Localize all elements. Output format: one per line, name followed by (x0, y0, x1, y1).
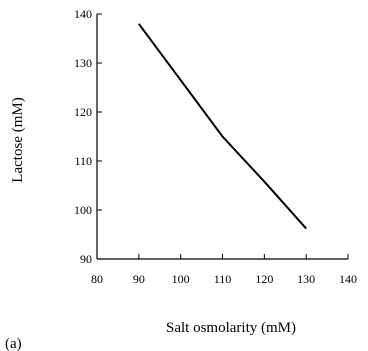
x-ticks: 80 90 100 110 120 130 140 (91, 254, 357, 286)
y-tick-label: 130 (74, 56, 92, 70)
y-ticks: 90 100 110 120 130 140 (74, 7, 102, 266)
x-tick-label: 80 (91, 272, 103, 286)
y-tick-label: 140 (74, 7, 92, 21)
x-axis-title: Salt osmolarity (mM) (166, 320, 296, 336)
x-tick-label: 120 (255, 272, 273, 286)
x-tick-label: 110 (214, 272, 232, 286)
y-tick-label: 90 (80, 252, 92, 266)
y-tick-label: 100 (74, 203, 92, 217)
panel-label: (a) (5, 336, 22, 351)
y-axis-title: Lactose (mM) (10, 97, 26, 182)
x-tick-label: 100 (172, 272, 190, 286)
x-tick-label: 130 (297, 272, 315, 286)
x-tick-label: 90 (133, 272, 145, 286)
x-tick-label: 140 (339, 272, 357, 286)
lactose-series-line (137, 23, 307, 230)
y-tick-label: 120 (74, 105, 92, 119)
plot-area (137, 23, 307, 230)
y-tick-label: 110 (74, 154, 92, 168)
